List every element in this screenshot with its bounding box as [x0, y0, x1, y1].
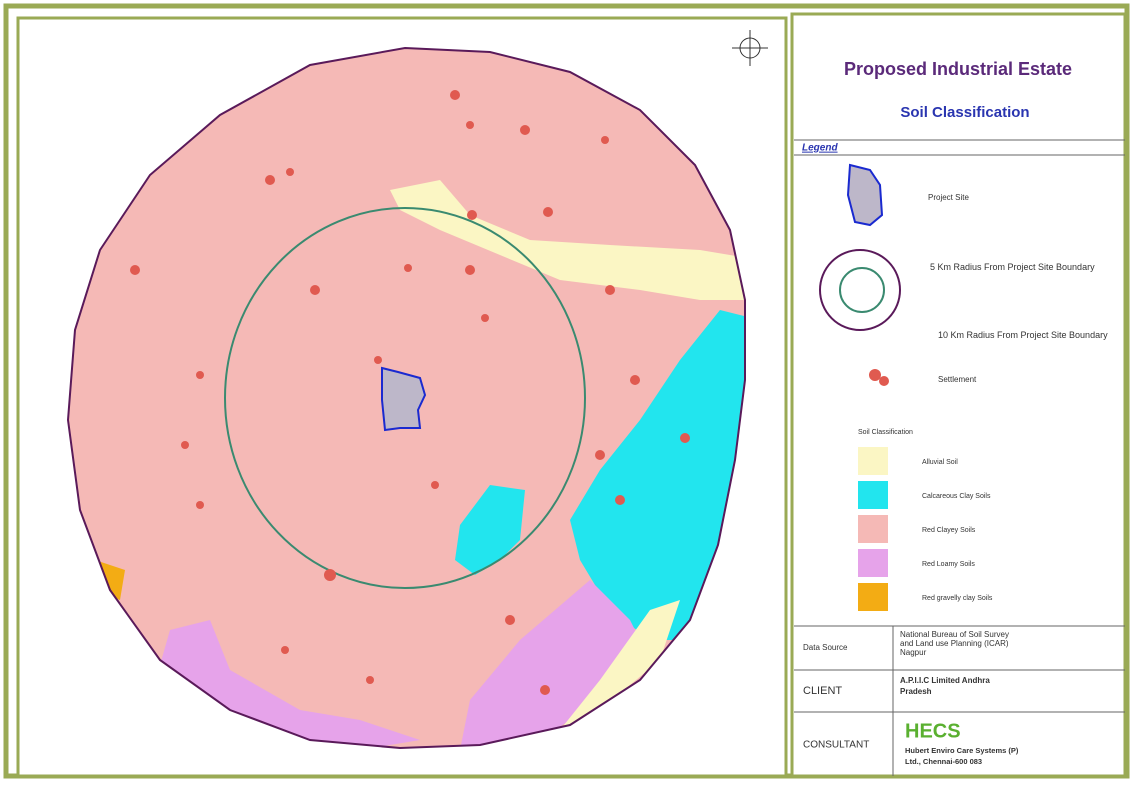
legend-5km — [839, 267, 885, 313]
consultant: Hubert Enviro Care Systems (P) Ltd., Che… — [905, 746, 1019, 766]
red-loamy-soil-area — [460, 580, 650, 748]
calcareous-clay-area — [455, 485, 525, 575]
title-block: Proposed Industrial Estate Soil Classifi… — [794, 59, 1125, 156]
row-label: CLIENT — [803, 685, 842, 697]
legend-label: Red Clayey Soils — [922, 527, 976, 534]
side-frame — [790, 12, 1127, 778]
alluvial-soil-area — [560, 600, 680, 730]
legend-label: Project Site — [928, 193, 969, 202]
project-site — [381, 366, 427, 432]
settlements — [130, 90, 690, 695]
legend-swatch — [858, 515, 888, 543]
legend-label: Calcareous Clay Soils — [922, 493, 991, 500]
legend-heading: Legend — [802, 143, 838, 154]
alluvial-soil-area — [390, 180, 745, 300]
legend-project-site — [846, 163, 884, 227]
legend-label: 10 Km Radius From Project Site Boundary — [938, 330, 1108, 340]
data-source: National Bureau of Soil Survey and Land … — [900, 630, 1009, 657]
legend-swatch — [858, 583, 888, 611]
legend-swatch — [858, 549, 888, 577]
legend-label: Alluvial Soil — [922, 459, 958, 466]
legend-swatch — [858, 447, 888, 475]
legend-settlement — [869, 369, 881, 381]
legend: Legend Project Site 5 Km Radius From Pro… — [802, 143, 1108, 611]
map — [66, 30, 768, 750]
legend-label: 5 Km Radius From Project Site Boundary — [930, 262, 1095, 272]
legend-label: Red gravelly clay Soils — [922, 595, 993, 602]
info-table: Data Source National Bureau of Soil Surv… — [794, 625, 1125, 776]
legend-10km — [819, 249, 901, 331]
consultant-logo: HECS — [905, 720, 961, 742]
legend-swatch — [858, 481, 888, 509]
subtitle: Soil Classification — [900, 104, 1029, 121]
radius-10km — [66, 46, 746, 750]
row-label: CONSULTANT — [803, 740, 869, 751]
client: A.P.I.I.C Limited Andhra Pradesh — [900, 676, 990, 696]
legend-settlement — [879, 376, 889, 386]
north-arrow — [732, 30, 768, 66]
radius-5km — [224, 207, 586, 589]
row-label: Data Source — [803, 643, 848, 652]
legend-label: Settlement — [938, 375, 977, 384]
legend-soil-heading: Soil Classification — [858, 429, 913, 436]
legend-label: Red Loamy Soils — [922, 561, 975, 568]
title: Proposed Industrial Estate — [844, 59, 1072, 79]
